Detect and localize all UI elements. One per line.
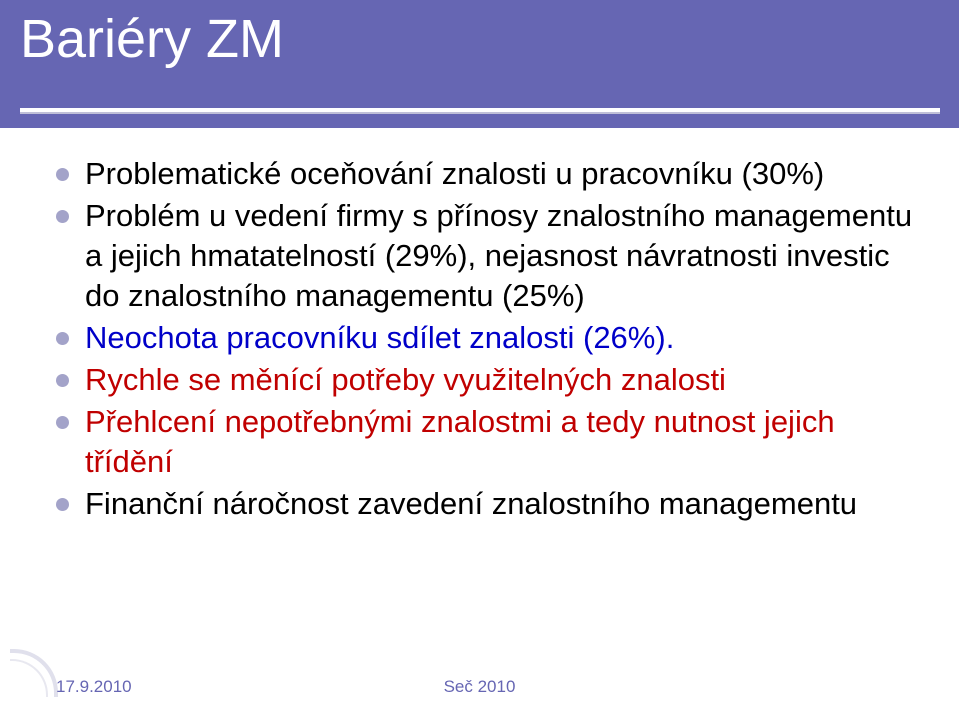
bullet-item: Problém u vedení firmy s přínosy znalost… xyxy=(56,196,926,316)
title-underline-shadow xyxy=(20,112,940,114)
bullet-dot-icon xyxy=(56,374,69,387)
title-band: Bariéry ZM xyxy=(0,0,959,128)
bullet-dot-icon xyxy=(56,210,69,223)
bullet-text: Rychle se měnící potřeby využitelných zn… xyxy=(85,360,926,400)
bullet-text: Přehlcení nepotřebnými znalostmi a tedy … xyxy=(85,402,926,482)
bullet-text: Neochota pracovníku sdílet znalosti (26%… xyxy=(85,318,926,358)
bullet-item: Rychle se měnící potřeby využitelných zn… xyxy=(56,360,926,400)
bullet-item: Problematické oceňování znalosti u praco… xyxy=(56,154,926,194)
bullet-list: Problematické oceňování znalosti u praco… xyxy=(56,154,926,526)
footer-center: Seč 2010 xyxy=(0,677,959,697)
bullet-text: Finanční náročnost zavedení znalostního … xyxy=(85,484,926,524)
bullet-item: Finanční náročnost zavedení znalostního … xyxy=(56,484,926,524)
bullet-dot-icon xyxy=(56,416,69,429)
bullet-dot-icon xyxy=(56,498,69,511)
bullet-text: Problematické oceňování znalosti u praco… xyxy=(85,154,926,194)
bullet-item: Přehlcení nepotřebnými znalostmi a tedy … xyxy=(56,402,926,482)
bullet-item: Neochota pracovníku sdílet znalosti (26%… xyxy=(56,318,926,358)
bullet-dot-icon xyxy=(56,332,69,345)
bullet-dot-icon xyxy=(56,168,69,181)
slide: Bariéry ZM Problematické oceňování znalo… xyxy=(0,0,959,713)
bullet-text: Problém u vedení firmy s přínosy znalost… xyxy=(85,196,926,316)
slide-title: Bariéry ZM xyxy=(20,8,284,70)
